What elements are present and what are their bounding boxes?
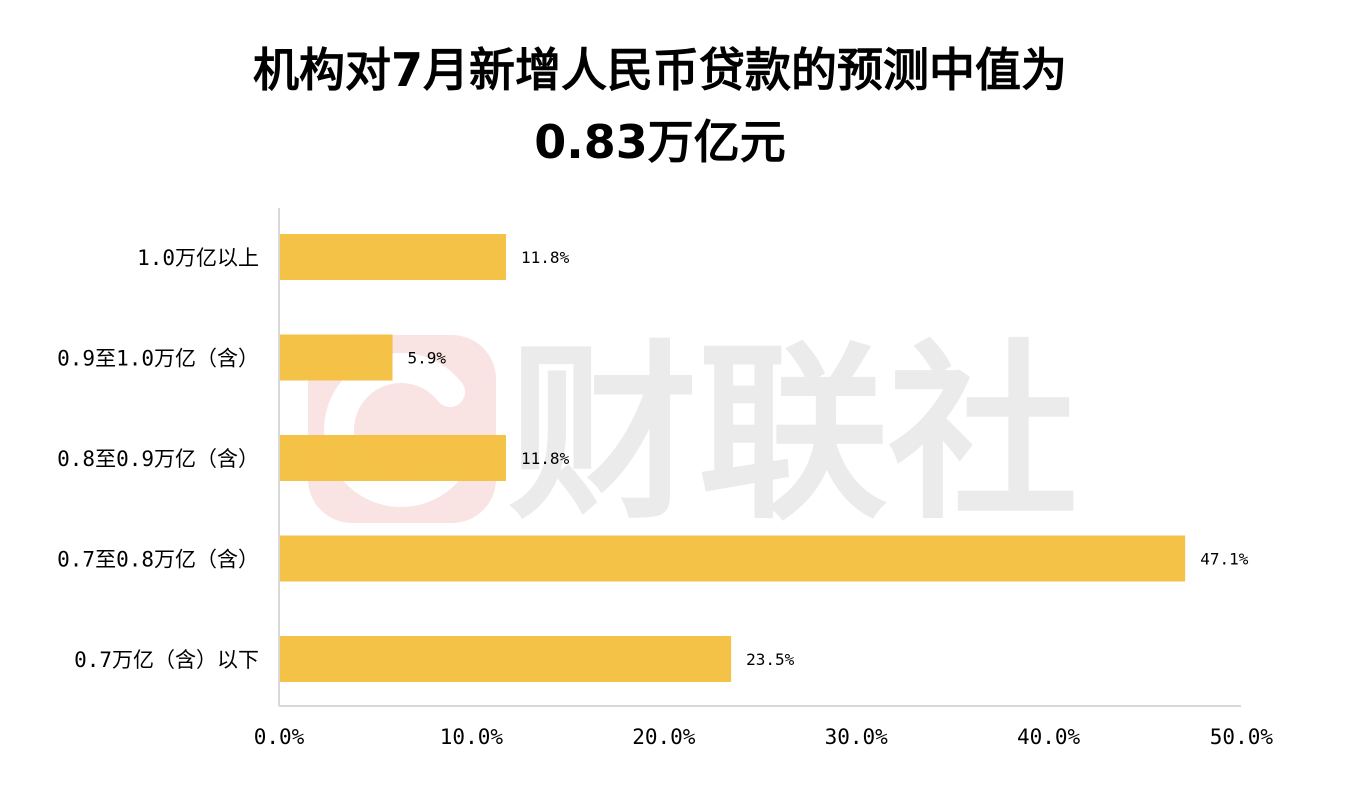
data-label-2: 5.9% [408, 349, 447, 368]
category-label-1: 1.0万亿以上 [137, 246, 259, 270]
category-label-4: 0.7至0.8万亿（含） [57, 548, 259, 572]
x-tick-label-3: 20.0% [632, 725, 696, 749]
watermark-logo-c-icon [324, 353, 465, 507]
axes [278, 208, 1241, 707]
bar-series [279, 234, 1186, 682]
chart-title-line-2: 0.83万亿元 [534, 115, 786, 169]
chart-title-line-1: 机构对7月新增人民币贷款的预测中值为 [253, 43, 1067, 97]
data-label-3: 11.8% [521, 449, 570, 468]
category-label-2: 0.9至1.0万亿（含） [57, 347, 259, 371]
data-label-4: 47.1% [1200, 550, 1249, 569]
x-tick-label-5: 40.0% [1017, 725, 1081, 749]
x-tick-label-6: 50.0% [1210, 725, 1274, 749]
category-axis-labels: 1.0万亿以上 0.9至1.0万亿（含） 0.8至0.9万亿（含） 0.7至0.8万亿… [57, 246, 259, 672]
bar-3 [279, 435, 507, 481]
x-tick-label-2: 10.0% [440, 725, 504, 749]
category-label-5: 0.7万亿（含）以下 [74, 648, 259, 672]
x-tick-label-1: 0.0% [254, 725, 305, 749]
category-label-3: 0.8至0.9万亿（含） [57, 447, 259, 471]
data-label-1: 11.8% [521, 248, 570, 267]
value-axis-ticks: 0.0% 10.0% 20.0% 30.0% 40.0% 50.0% [254, 725, 1274, 749]
bar-1 [279, 234, 507, 280]
bar-5 [279, 636, 732, 682]
bar-4 [279, 535, 1186, 582]
data-label-5: 23.5% [746, 650, 795, 669]
x-tick-label-4: 30.0% [825, 725, 889, 749]
bar-2 [279, 334, 393, 381]
data-labels: 11.8% 5.9% 11.8% 47.1% 23.5% [408, 248, 1249, 669]
watermark-text: 财联社 [508, 324, 1078, 545]
